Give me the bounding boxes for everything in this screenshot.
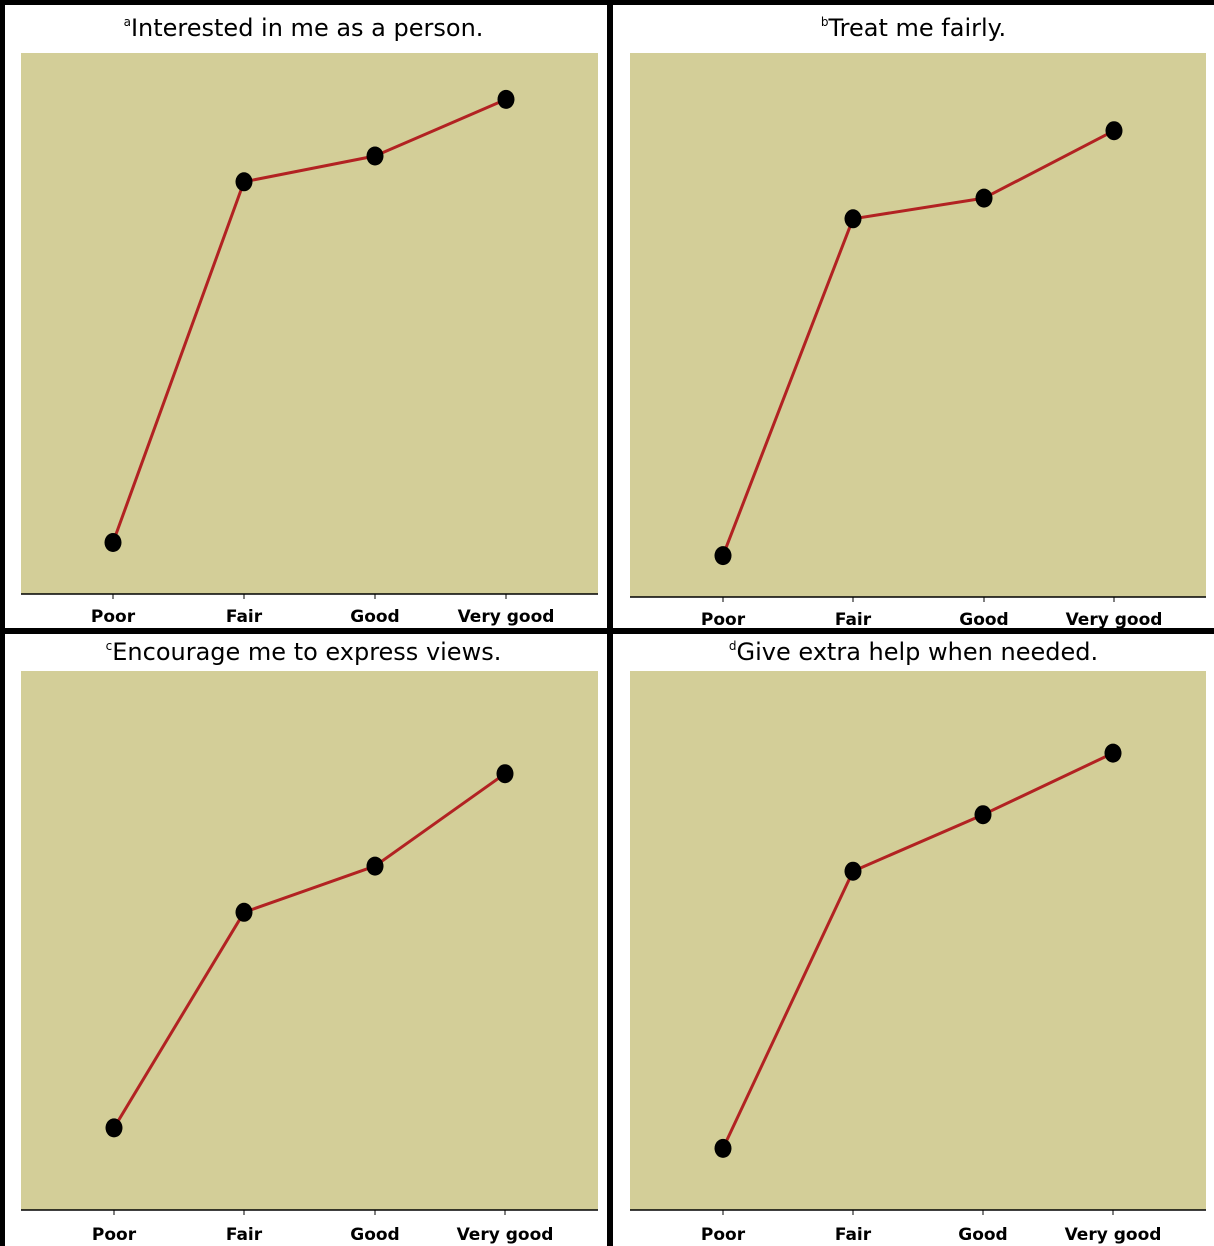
data-point-good — [974, 805, 992, 825]
x-tick-label: Very good — [457, 1225, 554, 1245]
data-point-poor — [105, 1118, 123, 1138]
x-tick-label: Poor — [701, 1225, 746, 1245]
series-line — [111, 98, 507, 544]
data-point-good — [366, 146, 384, 166]
x-tick-label: Fair — [835, 610, 872, 630]
data-point-poor — [714, 546, 732, 566]
panel-letter: c — [106, 639, 113, 653]
x-tick-label: Good — [350, 607, 399, 627]
series-line — [112, 772, 506, 1129]
data-point-fair — [235, 172, 253, 192]
panel-letter: b — [821, 15, 829, 29]
data-point-very-good — [1105, 121, 1123, 141]
outer-frame-left — [0, 0, 5, 1246]
plot-background — [630, 53, 1206, 597]
panel-title-text: Interested in me as a person. — [131, 14, 483, 42]
horizontal-divider — [0, 628, 1214, 634]
data-point-fair — [844, 209, 862, 229]
chart-title-b: bTreat me fairly. — [821, 14, 1006, 42]
data-point-very-good — [496, 764, 514, 784]
x-tick-label: Poor — [92, 1225, 137, 1245]
data-point-fair — [844, 861, 862, 881]
data-point-very-good — [1104, 743, 1122, 763]
data-point-poor — [714, 1138, 732, 1158]
panel-title-text: Encourage me to express views. — [112, 638, 501, 666]
plot-background — [21, 53, 598, 594]
plot-background — [630, 671, 1206, 1210]
x-tick-label: Good — [959, 610, 1008, 630]
data-point-very-good — [497, 89, 515, 109]
x-tick-label: Very good — [1065, 1225, 1162, 1245]
x-tick-label: Poor — [91, 607, 136, 627]
x-tick-label: Good — [350, 1225, 399, 1245]
chart-title-c: cEncourage me to express views. — [106, 638, 502, 666]
x-tick-label: Fair — [226, 1225, 263, 1245]
x-tick-label: Fair — [226, 607, 263, 627]
x-tick-label: Fair — [835, 1225, 872, 1245]
vertical-divider — [607, 0, 613, 1246]
x-tick-label: Very good — [458, 607, 555, 627]
chart-title-a: aInterested in me as a person. — [124, 14, 484, 42]
panel-title-text: Treat me fairly. — [828, 14, 1007, 42]
data-point-fair — [235, 902, 253, 922]
x-tick-label: Very good — [1066, 610, 1163, 630]
chart-title-d: dGive extra help when needed. — [729, 638, 1098, 666]
data-point-good — [975, 188, 993, 208]
series-line — [721, 129, 1115, 557]
x-tick-label: Poor — [701, 610, 746, 630]
panel-title-text: Give extra help when needed. — [737, 638, 1099, 666]
series-line — [721, 751, 1114, 1150]
plot-background — [21, 671, 598, 1210]
data-point-poor — [104, 533, 122, 552]
panel-letter: d — [729, 639, 737, 653]
data-point-good — [366, 856, 384, 876]
x-tick-label: Good — [958, 1225, 1007, 1245]
panel-letter: a — [124, 15, 131, 29]
